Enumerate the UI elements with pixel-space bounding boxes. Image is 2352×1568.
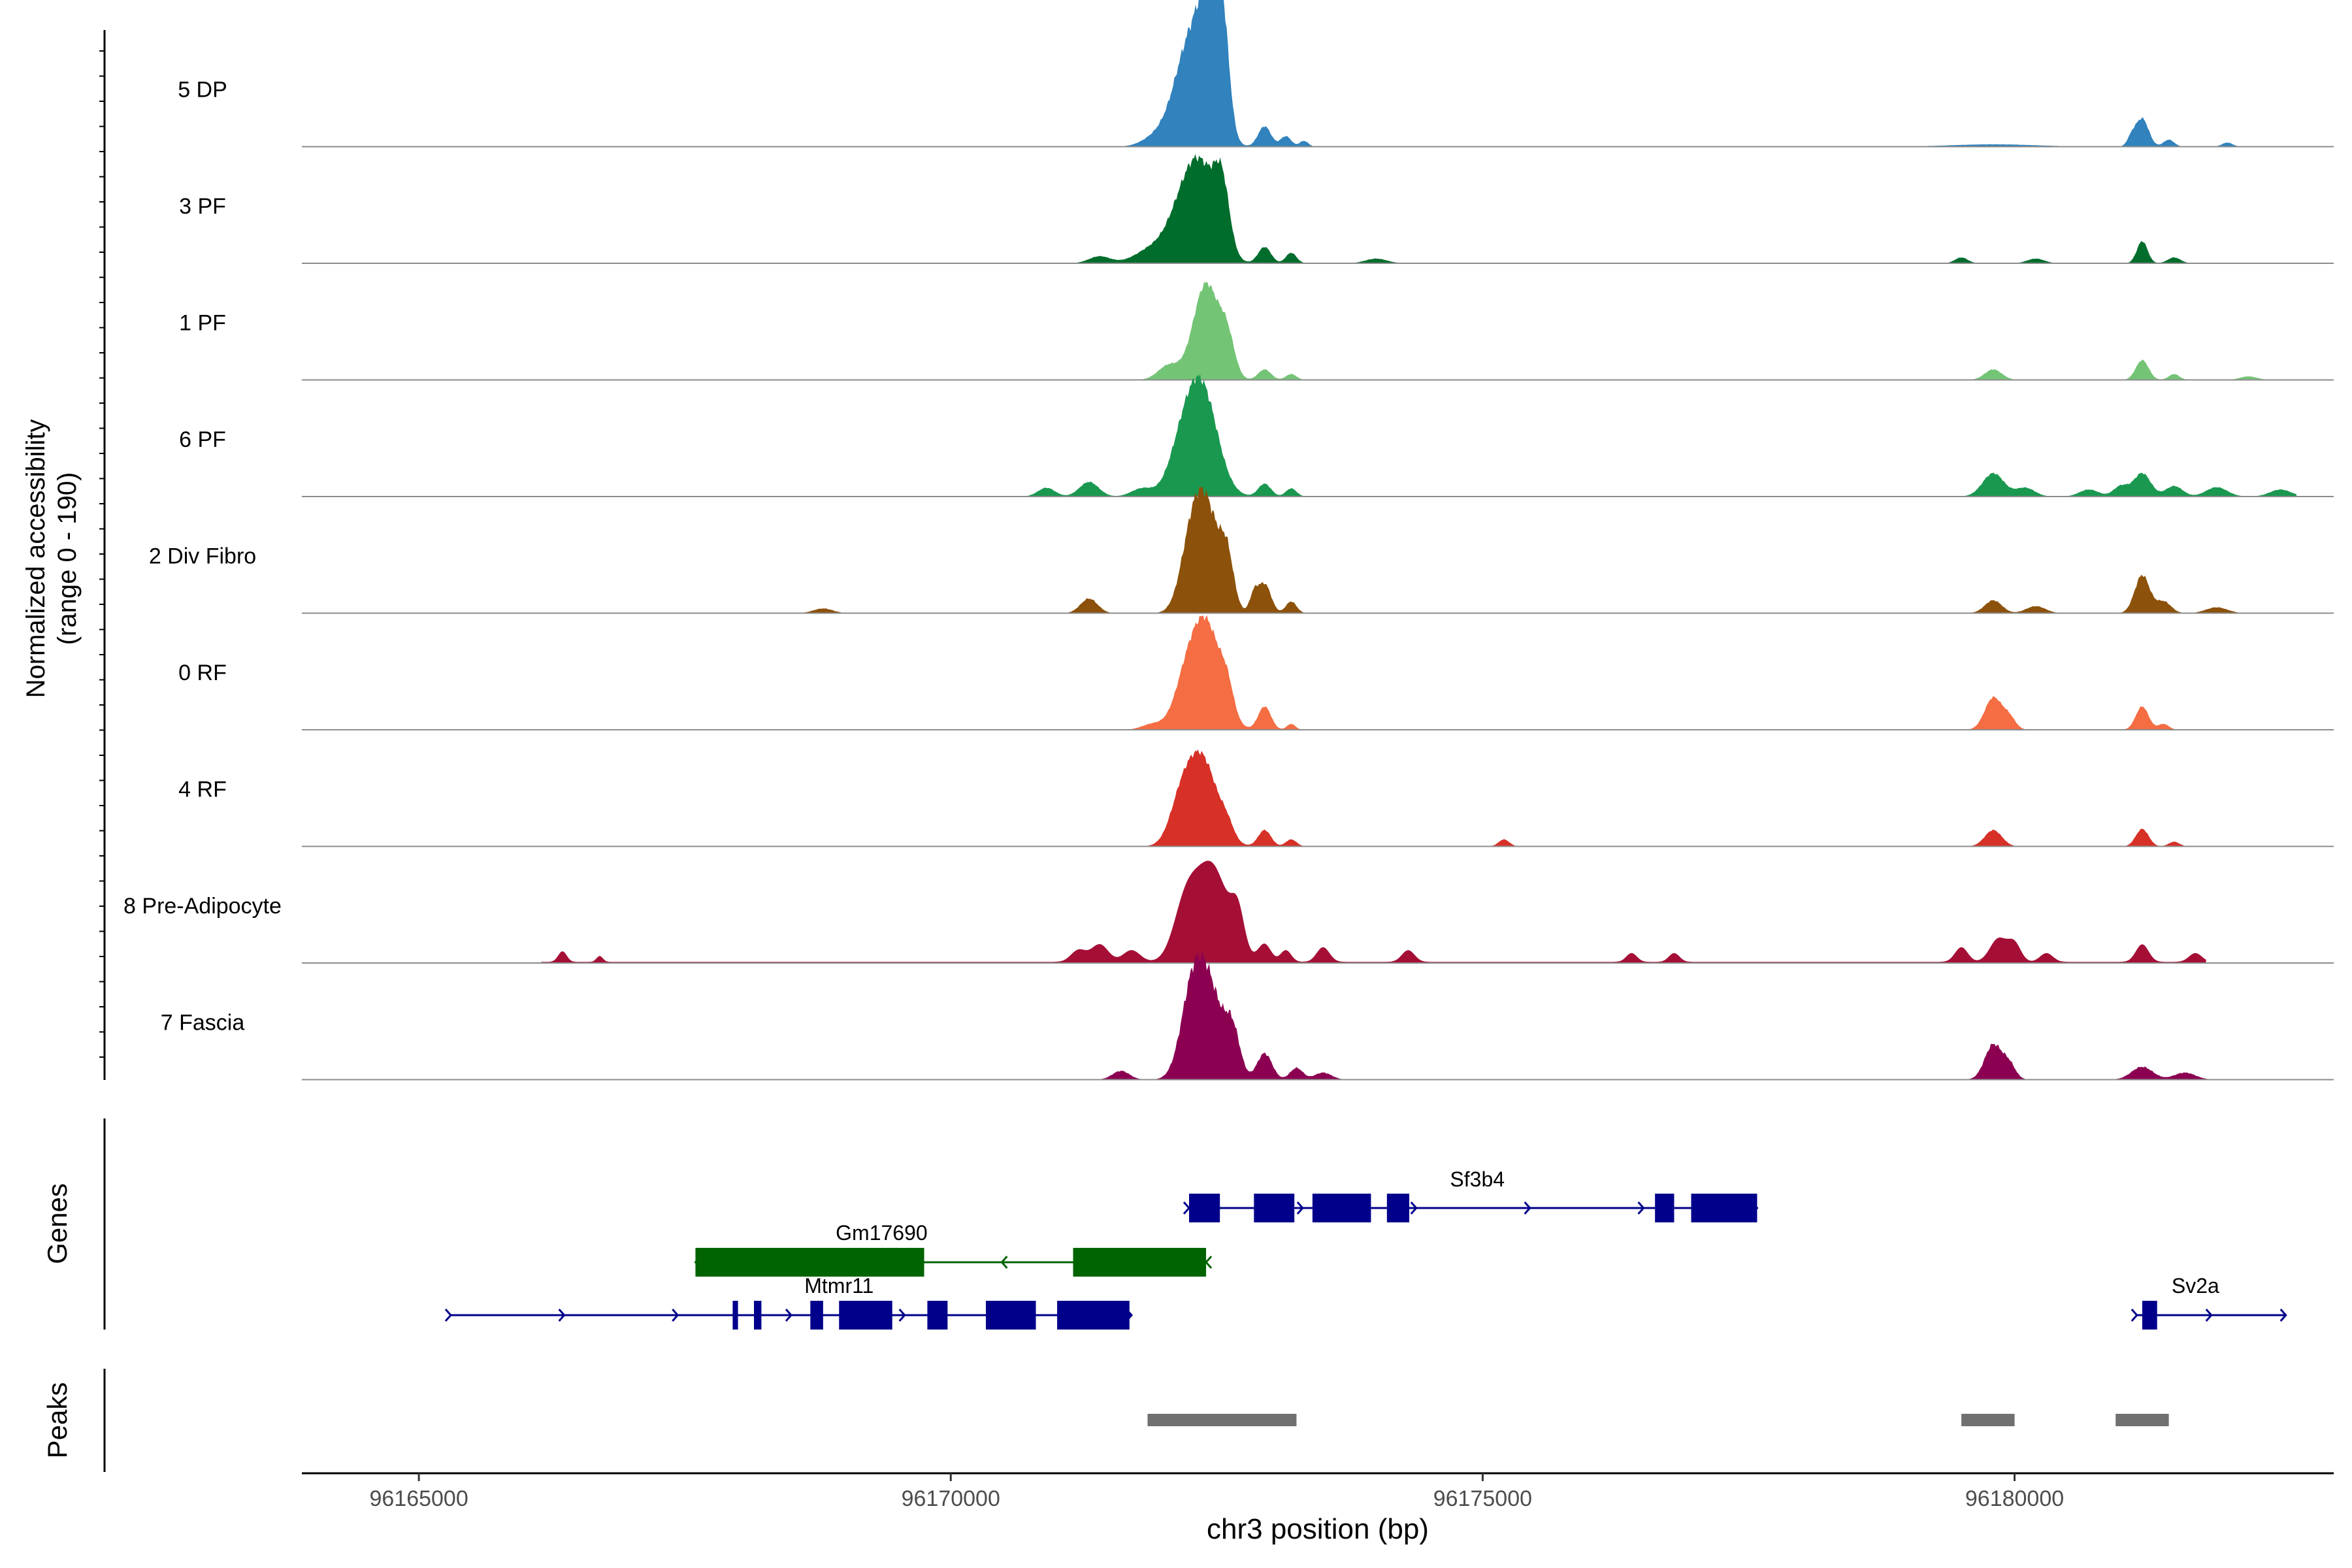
- gene-exon: [1386, 1194, 1410, 1222]
- gene-exon: [1073, 1248, 1207, 1277]
- gene-label: Sf3b4: [1450, 1168, 1505, 1191]
- gene-exon: [985, 1301, 1036, 1330]
- strand-arrow: [558, 1309, 566, 1322]
- strand-arrow: [1637, 1201, 1645, 1215]
- x-axis-title: chr3 position (bp): [1207, 1513, 1429, 1545]
- gene-exon: [1057, 1301, 1130, 1330]
- peak-region: [1961, 1414, 2015, 1426]
- coverage-area: [541, 860, 2206, 963]
- gene-exon: [1188, 1194, 1220, 1222]
- track-label: 0 RF: [178, 661, 227, 685]
- strand-arrow: [1205, 1256, 1213, 1269]
- gene-exon: [754, 1301, 762, 1330]
- track-label: 8 Pre-Adipocyte: [123, 894, 282, 919]
- gene-label: Sv2a: [2172, 1274, 2219, 1298]
- gene-exon: [1312, 1194, 1371, 1222]
- gene-exon: [695, 1248, 924, 1277]
- track-label: 4 RF: [178, 777, 227, 802]
- track-label: 6 PF: [179, 427, 226, 452]
- track-label: 1 PF: [179, 311, 226, 336]
- x-tick-label: 96175000: [1433, 1486, 1532, 1511]
- strand-arrow: [1000, 1256, 1008, 1269]
- track-label: 5 DP: [178, 78, 227, 103]
- strand-arrow: [898, 1309, 906, 1322]
- strand-arrow: [2205, 1309, 2213, 1322]
- gene-annotations: Sf3b4 Gm17690 Mtmr11 Sv2a: [444, 1168, 2287, 1330]
- strand-arrow: [1183, 1201, 1190, 1215]
- coverage-axis-ticks: [99, 50, 105, 1058]
- x-tick-label: 96180000: [1965, 1486, 2064, 1511]
- y-axis-range-label: (range 0 - 190): [53, 472, 82, 645]
- gene-exon: [810, 1301, 823, 1330]
- x-tick-label: 96165000: [369, 1486, 468, 1511]
- strand-arrow: [1410, 1201, 1418, 1215]
- gene-exon: [1655, 1194, 1674, 1222]
- track-label: 7 Fascia: [161, 1011, 245, 1036]
- gene-exon: [1254, 1194, 1295, 1222]
- strand-arrow: [2131, 1309, 2138, 1322]
- coverage-area: [419, 154, 2291, 263]
- gene-label: Gm17690: [836, 1221, 928, 1245]
- peak-region: [1147, 1414, 1297, 1426]
- coverage-area: [419, 486, 2291, 613]
- coverage-area: [419, 615, 2281, 730]
- strand-arrow: [444, 1309, 452, 1322]
- coverage-area: [419, 374, 2296, 497]
- coverage-area: [419, 749, 2291, 847]
- genes-panel-label: Genes: [42, 1183, 73, 1264]
- x-tick-label: 96170000: [902, 1486, 1000, 1511]
- strand-arrow: [1524, 1201, 1531, 1215]
- coverage-area: [419, 950, 2286, 1080]
- strand-arrow: [785, 1309, 793, 1322]
- coverage-area: [419, 282, 2291, 380]
- gene-exon: [732, 1301, 738, 1330]
- track-label: 2 Div Fibro: [149, 544, 256, 569]
- strand-arrow: [672, 1309, 679, 1322]
- track-label: 3 PF: [179, 194, 226, 219]
- peaks-panel-label: Peaks: [42, 1382, 73, 1459]
- strand-arrow: [2279, 1309, 2287, 1322]
- gene-exon: [2142, 1301, 2157, 1330]
- gene-exon: [1691, 1194, 1757, 1222]
- x-axis-ticks: 96165000 96170000 96175000 96180000: [369, 1473, 2064, 1511]
- gene-exon: [927, 1301, 948, 1330]
- peak-regions: [1147, 1414, 2169, 1426]
- y-axis-title: Normalized accessibility: [22, 419, 50, 698]
- coverage-area: [419, 0, 2286, 147]
- gene-exon: [839, 1301, 892, 1330]
- peak-region: [2115, 1414, 2169, 1426]
- strand-arrow: [1296, 1201, 1304, 1215]
- coverage-tracks: 5 DP 3 PF 1 PF 6 PF 2 Div Fibro 0 RF 4 RF 8 Pre…: [123, 0, 2334, 1081]
- gene-label: Mtmr11: [804, 1274, 874, 1298]
